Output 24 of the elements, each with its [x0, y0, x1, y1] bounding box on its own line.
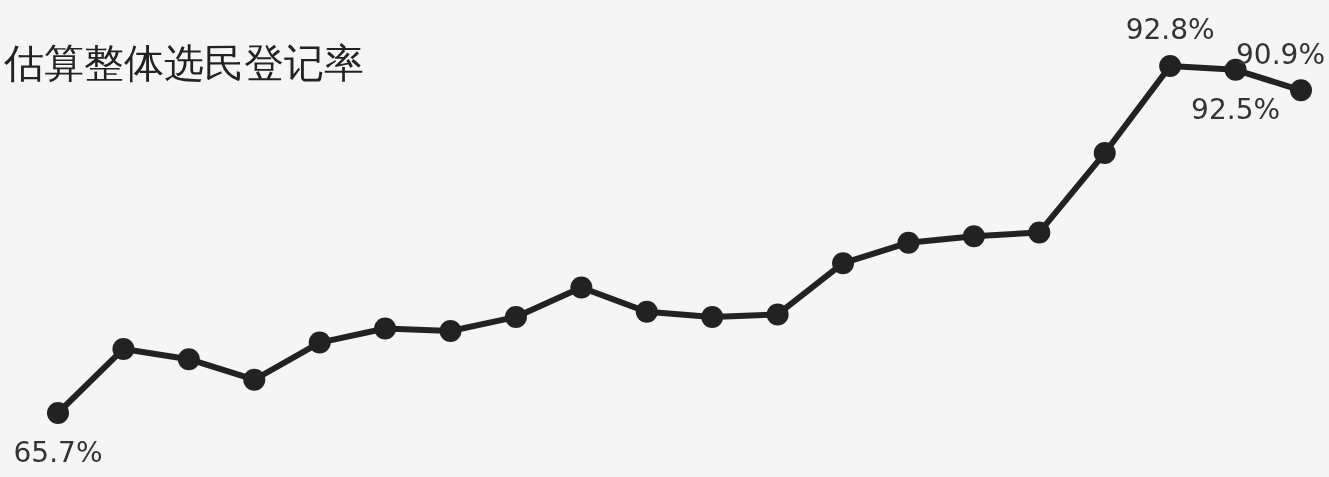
point: [570, 276, 593, 299]
point: [962, 225, 985, 248]
point: [1159, 55, 1182, 77]
point: [47, 402, 69, 424]
chart-title: 估算整体选民登记率: [4, 39, 364, 88]
point: [766, 303, 789, 326]
point: [374, 317, 397, 340]
data-label: 92.5%: [1191, 93, 1281, 127]
point: [635, 300, 658, 323]
point: [177, 348, 200, 371]
point: [832, 252, 855, 275]
point: [308, 331, 331, 354]
point: [701, 305, 724, 328]
data-label: 92.8%: [1125, 13, 1215, 47]
point: [439, 320, 462, 343]
data-label: 90.9%: [1236, 37, 1325, 71]
point: [1290, 79, 1312, 102]
point: [1028, 221, 1051, 244]
point: [897, 231, 920, 254]
point: [112, 337, 135, 360]
point: [1093, 142, 1116, 165]
data-label: 65.7%: [13, 436, 103, 470]
point: [504, 305, 527, 328]
point: [243, 368, 266, 391]
